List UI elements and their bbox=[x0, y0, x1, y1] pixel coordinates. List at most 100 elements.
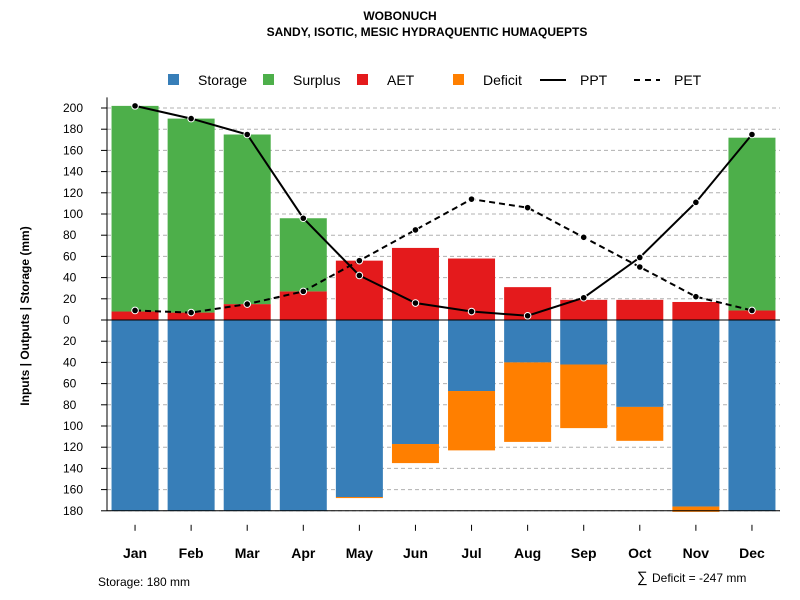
storage-bar bbox=[672, 320, 720, 507]
y-tick-label: 60 bbox=[63, 377, 77, 391]
gridlines bbox=[107, 107, 780, 512]
y-tick-label: 40 bbox=[63, 355, 77, 369]
y-tick-label: 200 bbox=[63, 101, 83, 115]
deficit-bar bbox=[672, 506, 720, 512]
legend-label-pet: PET bbox=[674, 72, 702, 88]
ppt-point bbox=[635, 253, 644, 262]
legend-swatch-deficit bbox=[453, 74, 464, 85]
y-tick-label: 20 bbox=[63, 334, 77, 348]
storage-bar bbox=[335, 320, 383, 498]
pet-point bbox=[692, 292, 700, 301]
storage-bar bbox=[504, 320, 552, 363]
y-tick-label: 120 bbox=[63, 186, 83, 200]
deficit-total-note: Deficit = -247 mm bbox=[652, 571, 746, 585]
storage-bar bbox=[560, 320, 608, 365]
storage-bar bbox=[616, 320, 664, 407]
storage-bar bbox=[167, 320, 215, 511]
surplus-bar bbox=[111, 105, 159, 312]
deficit-bar bbox=[448, 391, 496, 451]
aet-bar bbox=[616, 299, 664, 320]
legend-swatch-aet bbox=[357, 74, 368, 85]
legend-label-aet: AET bbox=[387, 72, 415, 88]
x-tick-label: Dec bbox=[739, 545, 765, 561]
x-tick-label: Aug bbox=[514, 545, 541, 561]
lines bbox=[131, 102, 756, 320]
y-tick-label: 100 bbox=[63, 419, 83, 433]
ppt-line bbox=[134, 104, 753, 317]
x-tick-label: Mar bbox=[235, 545, 260, 561]
chart-subtitle: SANDY, ISOTIC, MESIC HYDRAQUENTIC HUMAQU… bbox=[267, 25, 588, 39]
aet-bar bbox=[223, 304, 271, 320]
y-tick-label: 20 bbox=[63, 292, 77, 306]
deficit-bar bbox=[560, 364, 608, 429]
pet-point bbox=[243, 300, 252, 308]
ppt-point bbox=[187, 114, 195, 123]
deficit-bar bbox=[391, 444, 439, 464]
x-tick-label: Jun bbox=[403, 545, 428, 561]
bars bbox=[111, 105, 776, 512]
ppt-point bbox=[523, 311, 532, 320]
pet-point bbox=[411, 226, 420, 234]
pet-point bbox=[131, 306, 139, 315]
aet-bar bbox=[111, 311, 159, 320]
x-tick-label: Sep bbox=[571, 545, 597, 561]
surplus-bar bbox=[279, 218, 327, 292]
ppt-point bbox=[692, 198, 700, 207]
pet-point bbox=[299, 287, 308, 296]
x-tick-label: Jul bbox=[461, 545, 481, 561]
legend-label-storage: Storage bbox=[198, 72, 247, 88]
legend-label-surplus: Surplus bbox=[293, 72, 340, 88]
storage-bar bbox=[391, 320, 439, 445]
ppt-point bbox=[748, 130, 756, 139]
y-tick-label: 60 bbox=[63, 249, 77, 263]
aet-bar bbox=[335, 260, 383, 320]
x-tick-label: Oct bbox=[628, 545, 652, 561]
y-tick-label: 80 bbox=[63, 228, 77, 242]
ppt-point bbox=[243, 130, 252, 139]
y-tick-label: 140 bbox=[63, 165, 83, 179]
deficit-bar bbox=[504, 362, 552, 442]
x-tick-label: Feb bbox=[179, 545, 204, 561]
pet-point bbox=[355, 256, 364, 265]
aet-bar bbox=[560, 299, 608, 320]
y-tick-label: 140 bbox=[63, 461, 83, 475]
storage-bar bbox=[728, 320, 776, 511]
y-tick-label: 40 bbox=[63, 271, 77, 285]
storage-note: Storage: 180 mm bbox=[98, 575, 190, 589]
legend-swatch-storage bbox=[168, 74, 179, 85]
aet-bar bbox=[279, 291, 327, 320]
legend-swatch-surplus bbox=[263, 74, 274, 85]
ppt-point bbox=[411, 299, 420, 307]
ppt-point bbox=[467, 307, 476, 316]
chart-title: WOBONUCH bbox=[363, 9, 436, 23]
ppt-point bbox=[131, 102, 139, 110]
pet-point bbox=[523, 203, 532, 212]
y-tick-label: 180 bbox=[63, 504, 83, 518]
x-tick-label: Jan bbox=[123, 545, 147, 561]
legend-label-ppt: PPT bbox=[580, 72, 608, 88]
legend: Storage Surplus AET Deficit PPT PET bbox=[168, 72, 702, 88]
aet-bar bbox=[728, 310, 776, 320]
pet-point bbox=[467, 195, 476, 203]
x-tick-label: May bbox=[346, 545, 373, 561]
pet-point bbox=[748, 306, 756, 315]
ppt-point bbox=[579, 293, 588, 302]
sum-symbol: ∑ bbox=[637, 569, 648, 586]
x-tick-label: Apr bbox=[291, 545, 316, 561]
pet-point bbox=[579, 233, 588, 242]
surplus-bar bbox=[728, 137, 776, 311]
aet-bar bbox=[391, 247, 439, 320]
y-tick-label: 120 bbox=[63, 440, 83, 454]
ppt-point bbox=[355, 271, 364, 280]
pet-point bbox=[187, 308, 195, 317]
axes: 2001801601401201008060402002040608010012… bbox=[63, 97, 780, 561]
storage-bar bbox=[111, 320, 159, 511]
pet-line bbox=[135, 198, 753, 314]
y-tick-label: 160 bbox=[63, 483, 83, 497]
y-tick-label: 100 bbox=[63, 207, 83, 221]
legend-label-deficit: Deficit bbox=[483, 72, 522, 88]
y-tick-label: 180 bbox=[63, 122, 83, 136]
storage-bar bbox=[223, 320, 271, 511]
deficit-bar bbox=[616, 406, 664, 441]
